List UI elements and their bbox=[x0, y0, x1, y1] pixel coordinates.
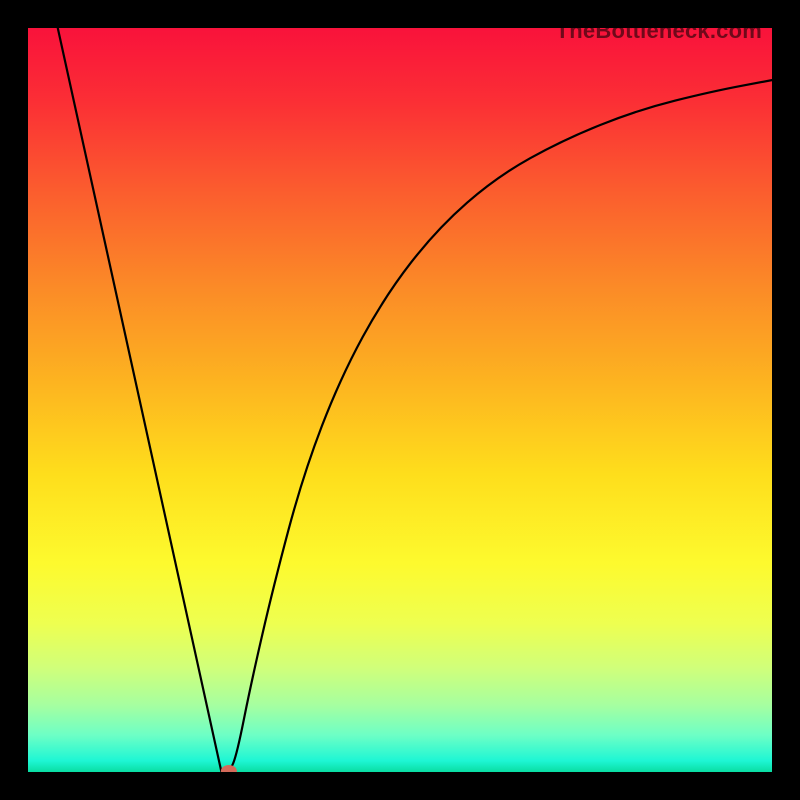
vertex-marker bbox=[221, 765, 237, 772]
plot-area: TheBottleneck.com bbox=[28, 28, 772, 772]
watermark-text: TheBottleneck.com bbox=[556, 18, 762, 44]
bottleneck-curve bbox=[58, 28, 772, 772]
curve-layer bbox=[28, 28, 772, 772]
